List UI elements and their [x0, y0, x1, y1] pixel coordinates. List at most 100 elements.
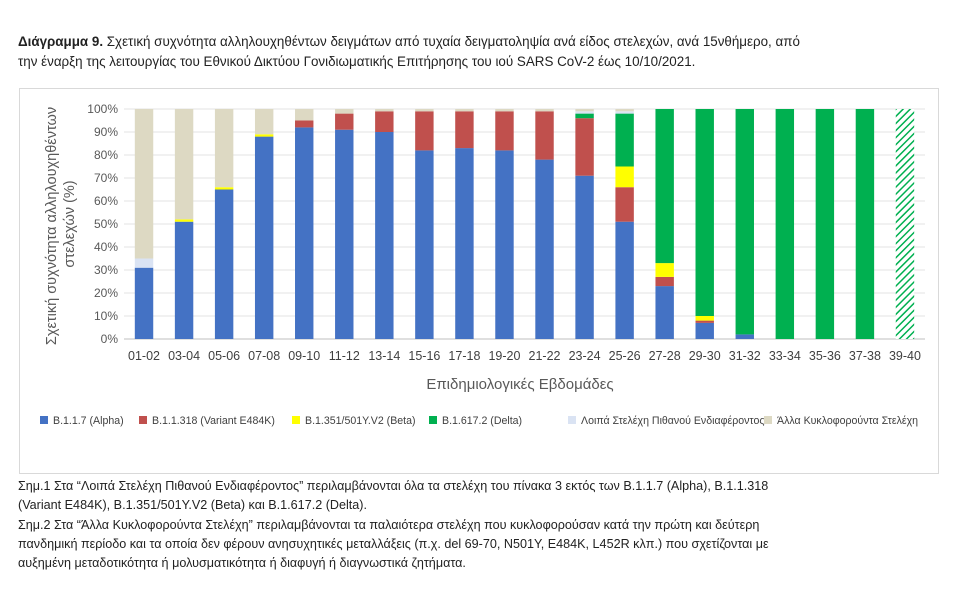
bar-segment — [535, 111, 554, 160]
bar-segment — [455, 148, 474, 339]
bar-segment — [655, 286, 674, 339]
legend-swatch — [429, 416, 437, 424]
bar-segment — [615, 187, 634, 222]
x-tick-label: 03-04 — [168, 349, 200, 363]
x-tick-label: 31-32 — [729, 349, 761, 363]
bar-segment — [655, 263, 674, 277]
bar-segment — [415, 109, 434, 112]
note-2-line3: αυξημένη μεταδοτικότητα ή μολυσματικότητ… — [18, 556, 466, 570]
x-tick-label: 33-34 — [769, 349, 801, 363]
legend-label: B.1.351/501Y.V2 (Beta) — [305, 415, 416, 427]
x-tick-label: 17-18 — [448, 349, 480, 363]
note-1-line2: (Variant E484K), B.1.351/501Y.V2 (Beta) … — [18, 498, 367, 512]
bar-segment — [695, 316, 714, 321]
x-tick-label: 07-08 — [248, 349, 280, 363]
chart-frame — [19, 88, 939, 474]
x-axis-label: Επιδημιολογικές Εβδομάδες — [426, 376, 613, 393]
legend-swatch — [292, 416, 300, 424]
bar-segment — [335, 113, 354, 130]
x-tick-label: 11-12 — [329, 349, 360, 363]
x-tick-label: 01-02 — [128, 349, 160, 363]
y-tick-label: 70% — [94, 171, 118, 185]
bar-segment — [375, 111, 394, 132]
bar-segment — [575, 109, 594, 112]
chart-caption: Διάγραμμα 9. Σχετική συχνότητα αλληλουχη… — [18, 32, 938, 72]
bar-segment — [615, 113, 634, 167]
bar-segment — [695, 322, 714, 339]
bar-segment — [495, 109, 514, 112]
bar-segment — [615, 221, 634, 339]
bar-segment — [174, 219, 194, 222]
legend-label: B.1.1.7 (Alpha) — [53, 415, 124, 427]
y-tick-label: 30% — [94, 263, 118, 277]
bar-segment — [295, 120, 314, 128]
bar-segment — [214, 109, 234, 188]
x-tick-label: 35-36 — [809, 349, 841, 363]
bar-segment — [815, 109, 835, 339]
y-tick-label: 50% — [94, 217, 118, 231]
bar-segment — [695, 320, 714, 323]
bar-segment — [615, 166, 634, 188]
legend-swatch — [568, 416, 576, 424]
bar-segment — [134, 267, 154, 339]
bar-segment — [415, 111, 434, 151]
bar-segment — [134, 109, 154, 259]
bar-segment — [254, 134, 274, 137]
x-tick-label: 37-38 — [849, 349, 881, 363]
bar-segment — [415, 150, 434, 339]
legend-label: B.1.617.2 (Delta) — [442, 415, 522, 427]
bar-segment — [895, 109, 915, 339]
bar-segment — [575, 111, 594, 114]
bar-segment — [455, 111, 474, 149]
x-tick-label: 09-10 — [288, 349, 320, 363]
bar-segment — [214, 189, 234, 339]
bar-segment — [375, 109, 394, 112]
x-tick-label: 23-24 — [569, 349, 601, 363]
bar-segment — [455, 109, 474, 112]
bar-segment — [735, 109, 754, 335]
bar-segment — [174, 109, 194, 220]
x-tick-label: 25-26 — [609, 349, 641, 363]
note-2: Σημ.2 Στα “Άλλα Κυκλοφορούντα Στελέχη” π… — [18, 516, 938, 573]
bar-segment — [214, 187, 234, 190]
x-tick-label: 29-30 — [689, 349, 721, 363]
x-tick-label: 27-28 — [649, 349, 681, 363]
caption-label: Διάγραμμα 9. — [18, 34, 104, 49]
note-1-line1: Σημ.1 Στα “Λοιπά Στελέχη Πιθανού Ενδιαφέ… — [18, 479, 769, 493]
bar-segment — [735, 334, 754, 339]
bar-segment — [575, 175, 594, 339]
y-tick-label: 90% — [94, 125, 118, 139]
bar-segment — [495, 150, 514, 339]
bar-segment — [615, 111, 634, 114]
x-tick-label: 19-20 — [488, 349, 520, 363]
note-2-line2: πανδημική περίοδο και τα οποία δεν φέρου… — [18, 537, 769, 551]
bar-segment — [695, 109, 714, 316]
y-tick-label: 100% — [87, 102, 118, 116]
y-tick-label: 40% — [94, 240, 118, 254]
legend-label: B.1.1.318 (Variant E484K) — [152, 415, 275, 427]
x-tick-label: 13-14 — [368, 349, 400, 363]
legend-swatch — [764, 416, 772, 424]
bar-segment — [535, 159, 554, 339]
y-axis-label: Σχετική συχνότητα αλληλουχηθέντων στελεχ… — [44, 103, 78, 345]
bar-segment — [535, 109, 554, 112]
bar-segment — [575, 113, 594, 119]
bar-segment — [655, 109, 674, 264]
bar-segment — [174, 221, 194, 339]
bar-segment — [254, 136, 274, 339]
legend-label: Άλλα Κυκλοφορούντα Στελέχη — [777, 415, 918, 427]
legend-label: Λοιπά Στελέχη Πιθανού Ενδιαφέροντος — [581, 415, 764, 427]
bar-segment — [775, 109, 795, 339]
bar-segment — [575, 118, 594, 176]
legend-swatch — [40, 416, 48, 424]
y-tick-label: 0% — [101, 332, 119, 346]
x-tick-label: 15-16 — [408, 349, 440, 363]
y-tick-label: 80% — [94, 148, 118, 162]
caption-text-line1: Σχετική συχνότητα αλληλουχηθέντων δειγμά… — [106, 34, 800, 49]
bar-segment — [495, 111, 514, 151]
y-tick-label: 20% — [94, 286, 118, 300]
x-tick-label: 05-06 — [208, 349, 240, 363]
note-1: Σημ.1 Στα “Λοιπά Στελέχη Πιθανού Ενδιαφέ… — [18, 477, 938, 515]
bar-segment — [615, 109, 634, 112]
